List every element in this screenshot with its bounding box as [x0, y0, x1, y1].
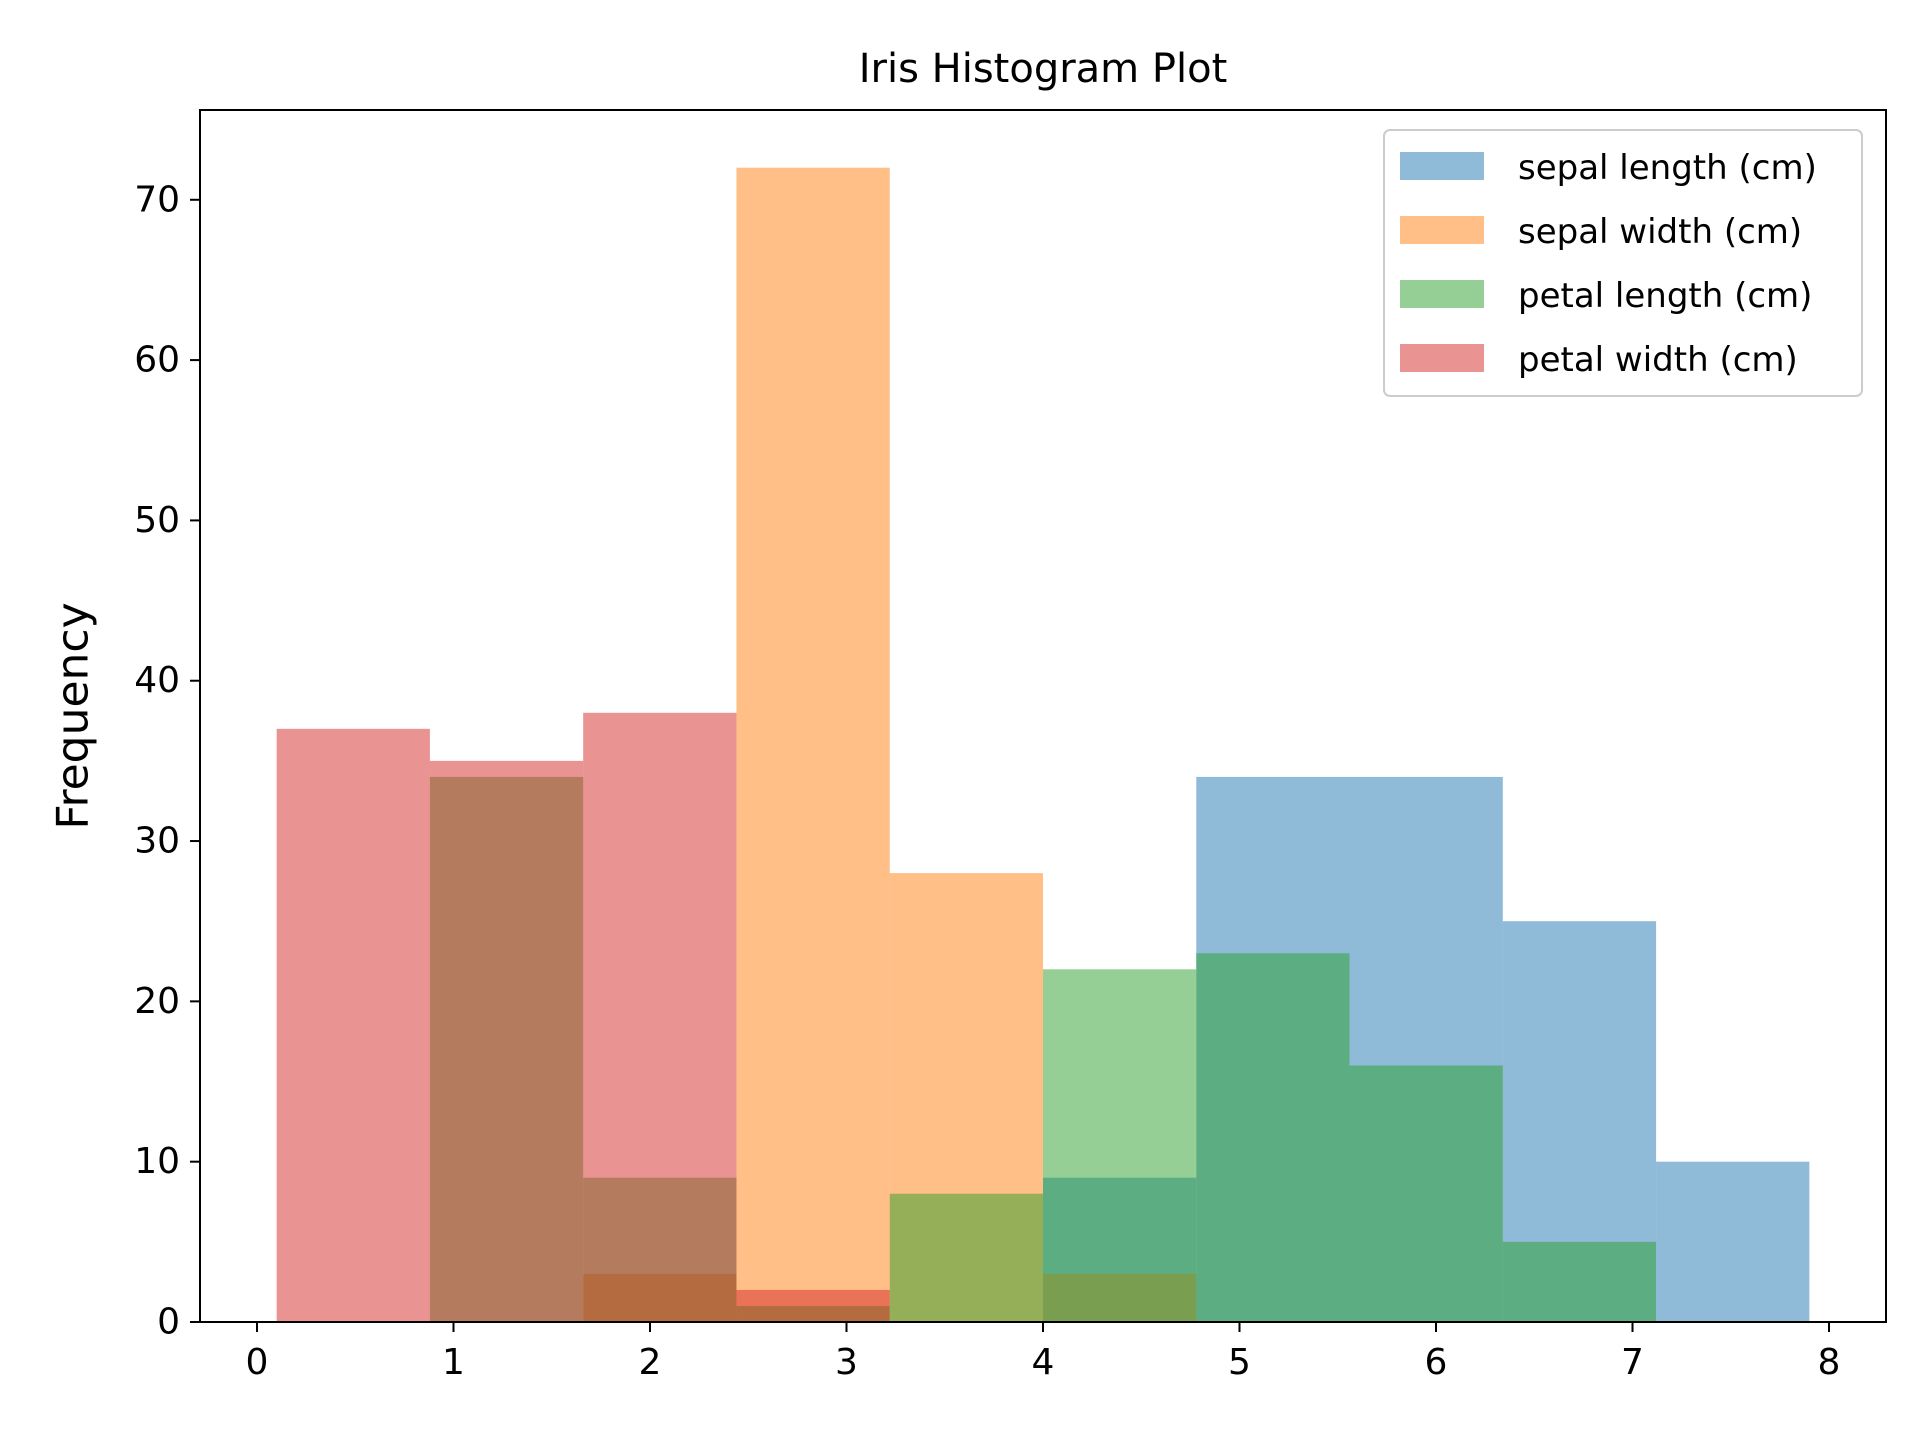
legend-item: sepal width (cm): [1400, 212, 1802, 252]
y-tick-label: 0: [157, 1302, 180, 1343]
legend-swatch: [1400, 344, 1484, 372]
legend-swatch: [1400, 216, 1484, 244]
bar: [1349, 1065, 1503, 1322]
legend-item: petal width (cm): [1400, 340, 1798, 380]
x-tick-label: 7: [1621, 1342, 1644, 1383]
y-tick-label: 30: [134, 821, 180, 862]
x-tick-label: 0: [246, 1342, 269, 1383]
axes-layer: 0 1 2 3 4 5 6 7 8 0 10 20 30 40 50 60 70: [134, 109, 1887, 1383]
legend-item: sepal length (cm): [1400, 148, 1817, 188]
bar: [1196, 953, 1350, 1322]
legend-box: [1383, 129, 1863, 397]
legend-label: petal width (cm): [1518, 340, 1798, 380]
bar: [736, 167, 890, 1323]
legend: sepal length (cm) sepal width (cm) petal l…: [1383, 129, 1863, 397]
y-axis-label: Frequency: [47, 602, 98, 829]
legend-label: sepal width (cm): [1518, 212, 1802, 252]
legend-label: petal length (cm): [1518, 276, 1812, 316]
y-tick-label: 70: [134, 179, 180, 220]
bar: [1656, 1161, 1810, 1322]
x-tick-label: 6: [1425, 1342, 1448, 1383]
legend-swatch: [1400, 152, 1484, 180]
x-tick-label: 8: [1818, 1342, 1841, 1383]
bar: [429, 760, 584, 1322]
bars-layer: [276, 167, 1810, 1323]
bar: [1502, 1241, 1657, 1322]
y-tick-label: 40: [134, 660, 180, 701]
x-tick-label: 4: [1032, 1342, 1055, 1383]
bar: [1043, 969, 1197, 1322]
x-tick-label: 5: [1228, 1342, 1251, 1383]
y-tick-label: 60: [134, 340, 180, 381]
bar: [889, 1193, 1043, 1322]
bar: [736, 1289, 890, 1322]
y-tick-label: 20: [134, 981, 180, 1022]
series-3: [276, 712, 890, 1322]
y-tick-label: 50: [134, 500, 180, 541]
bar: [583, 712, 737, 1322]
y-tick-label: 10: [134, 1141, 180, 1182]
bar: [276, 728, 430, 1322]
legend-swatch: [1400, 280, 1484, 308]
chart-title: Iris Histogram Plot: [859, 46, 1228, 92]
x-tick-label: 2: [639, 1342, 662, 1383]
legend-label: sepal length (cm): [1518, 148, 1817, 188]
x-tick-label: 1: [442, 1342, 465, 1383]
x-tick-label: 3: [835, 1342, 858, 1383]
legend-item: petal length (cm): [1400, 276, 1812, 316]
